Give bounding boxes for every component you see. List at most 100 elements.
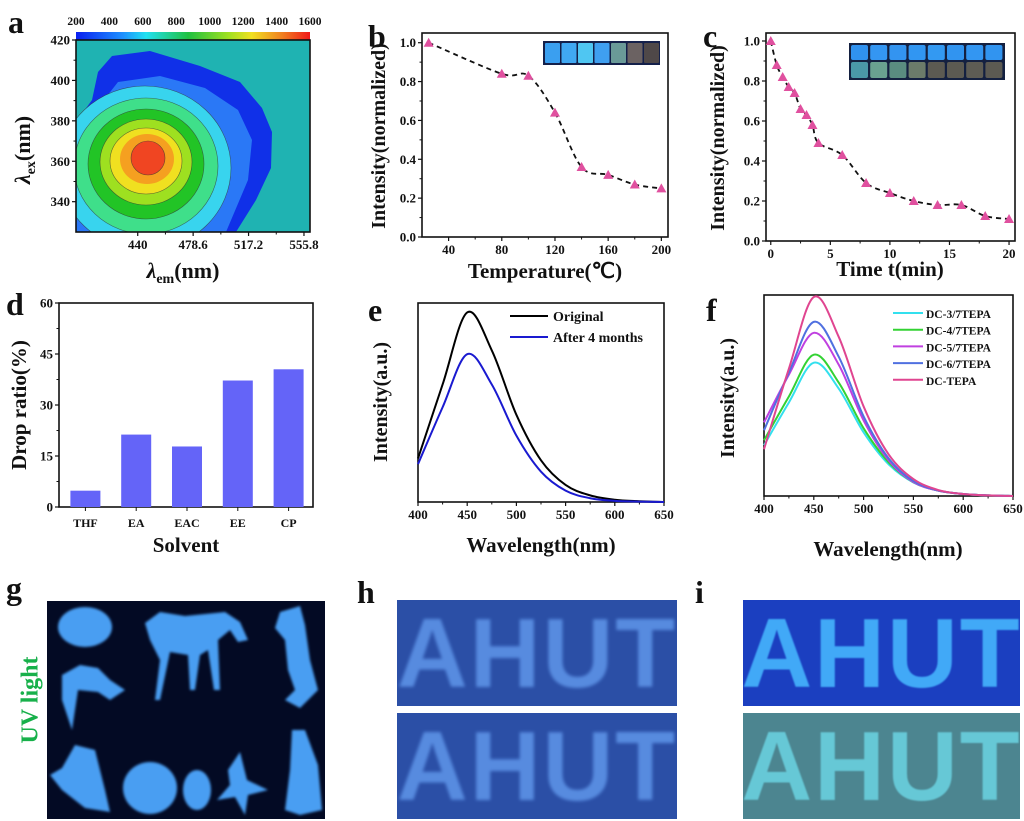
legend-label: DC-3/7TEPA — [926, 309, 992, 321]
inset-vial — [611, 43, 626, 63]
spectrum-line-4 — [763, 295, 1014, 497]
data-point-triangle — [777, 72, 788, 81]
ahut-text: AHUT — [743, 713, 1020, 819]
contour-fill — [76, 51, 272, 232]
x-tick-label: 500 — [854, 501, 874, 516]
panel-c-axes: 0 5 10 15 20 0.0 0.2 0.4 0.6 0.8 1.0 — [744, 32, 1016, 261]
spectrum-line-1 — [417, 352, 665, 503]
inset-vial — [594, 43, 610, 63]
starfish-object — [217, 752, 268, 815]
x-axis-label: Wavelength(nm) — [813, 537, 962, 561]
charts: 440 478.6 517.2 555.8 340 360 380 400 420 40 80 120… — [40, 32, 1023, 530]
inset-vial-bottom — [889, 62, 907, 78]
x-tick-label: 440 — [128, 237, 148, 252]
data-point-triangle — [771, 60, 782, 69]
inset-vial-top — [889, 45, 907, 60]
y-tick-label: 0.6 — [400, 113, 417, 128]
panel-a-axes: 440 478.6 517.2 555.8 340 360 380 400 420 — [51, 33, 320, 253]
x-tick-label: 0 — [768, 246, 775, 261]
colorbar-tick-labels: 200 400 600 800 1000 1200 1400 1600 — [67, 16, 321, 28]
panel-letter-b: b — [368, 18, 386, 54]
x-tick-label: EAC — [174, 516, 199, 530]
data-point-triangle — [765, 36, 776, 45]
y-tick-label: 1.0 — [744, 34, 760, 49]
inset-vial — [627, 43, 643, 63]
y-tick-label: 360 — [51, 154, 71, 169]
inset-vial-bottom — [966, 62, 984, 78]
legend-label: After 4 months — [553, 331, 644, 346]
data-point-triangle — [789, 88, 800, 97]
data-point-triangle — [783, 82, 794, 91]
panel-b-axes: 40 80 120 160 200 0.0 0.2 0.4 0.6 0.8 1.0 — [400, 32, 671, 257]
y-tick-label: 0 — [47, 500, 54, 515]
panel-letter-i: i — [695, 574, 704, 610]
x-tick-label: 400 — [408, 507, 428, 522]
data-point-triangle — [1004, 214, 1015, 223]
x-tick-label: 160 — [598, 242, 618, 257]
panel-i-photo-top: AHUT — [743, 600, 1020, 706]
x-tick-label: 517.2 — [234, 237, 263, 252]
y-tick-label: 0.0 — [744, 234, 760, 249]
colorbar-tick-label: 200 — [67, 16, 85, 28]
data-point-triangle — [956, 200, 967, 209]
x-tick-label: EA — [128, 516, 145, 530]
data-point-triangle — [980, 211, 991, 220]
x-tick-label: 80 — [495, 242, 508, 257]
x-tick-label: 600 — [605, 507, 625, 522]
panel-g-photo — [47, 601, 325, 819]
x-axis-label: Solvent — [153, 533, 220, 557]
panel-letter-f: f — [706, 292, 717, 328]
shell-object — [123, 762, 177, 814]
data-point-triangle — [884, 188, 895, 197]
x-axis-label: Wavelength(nm) — [466, 533, 615, 557]
rabbit-object — [183, 770, 211, 810]
inset-vial — [578, 43, 593, 63]
bar-ee — [222, 380, 253, 507]
inset-vial-top — [966, 45, 984, 60]
x-tick-label: 650 — [654, 507, 674, 522]
y-tick-label: 30 — [40, 398, 53, 413]
x-axis-label: Time t(min) — [836, 257, 944, 281]
x-tick-label: 5 — [827, 246, 834, 261]
x-tick-label: THF — [73, 516, 98, 530]
bar-cp — [273, 369, 304, 507]
y-axis-label: λex(nm) — [10, 116, 39, 185]
panel-letter-a: a — [8, 4, 24, 40]
legend-label: DC-5/7TEPA — [926, 342, 992, 354]
panel-d-axes: 0 15 30 45 60 THF EA EAC EE CP — [40, 296, 314, 530]
x-tick-label: 10 — [883, 246, 896, 261]
ahut-text: AHUT — [743, 600, 1020, 706]
y-tick-label: 0.4 — [400, 152, 417, 167]
data-point-triangle — [795, 104, 806, 113]
inset-vial-bottom — [870, 62, 888, 78]
inset-vial — [545, 43, 560, 63]
x-tick-label: 450 — [804, 501, 824, 516]
colorbar-tick-label: 1600 — [299, 16, 322, 28]
inset-vial-bottom — [947, 62, 964, 78]
x-tick-label: 550 — [556, 507, 576, 522]
panel-f-axes: 400 450 500 550 600 650 DC-3/7TEPA DC-4/7TEPA DC… — [754, 294, 1023, 516]
inset-vial-top — [870, 45, 888, 60]
spectrum-line-2 — [763, 331, 1014, 497]
x-tick-label: 120 — [545, 242, 565, 257]
y-tick-label: 380 — [51, 113, 71, 128]
glowing-objects — [50, 606, 322, 815]
panel-letter-g: g — [6, 570, 22, 606]
y-tick-label: 420 — [51, 33, 71, 48]
panel-a-contour: 200 400 600 800 1000 1200 1400 1600 λem(nm) λex… — [10, 16, 322, 287]
data-point-triangle — [807, 120, 818, 129]
legend-label: Original — [553, 310, 604, 325]
horse-object — [145, 612, 248, 700]
x-tick-label: EE — [230, 516, 246, 530]
inset-vial — [561, 43, 577, 63]
data-point-triangle — [603, 169, 614, 179]
panel-h-photo-bottom: AHUT — [397, 713, 677, 819]
y-tick-label: 0.2 — [400, 191, 416, 206]
panel-letter-c: c — [703, 18, 718, 54]
x-tick-label: CP — [281, 516, 297, 530]
y-axis-label: Intensity(a.u.) — [717, 338, 739, 458]
dolphin-object — [62, 665, 125, 730]
x-tick-label: 555.8 — [289, 237, 319, 252]
data-point-triangle — [423, 37, 434, 47]
y-tick-label: 45 — [40, 347, 54, 362]
